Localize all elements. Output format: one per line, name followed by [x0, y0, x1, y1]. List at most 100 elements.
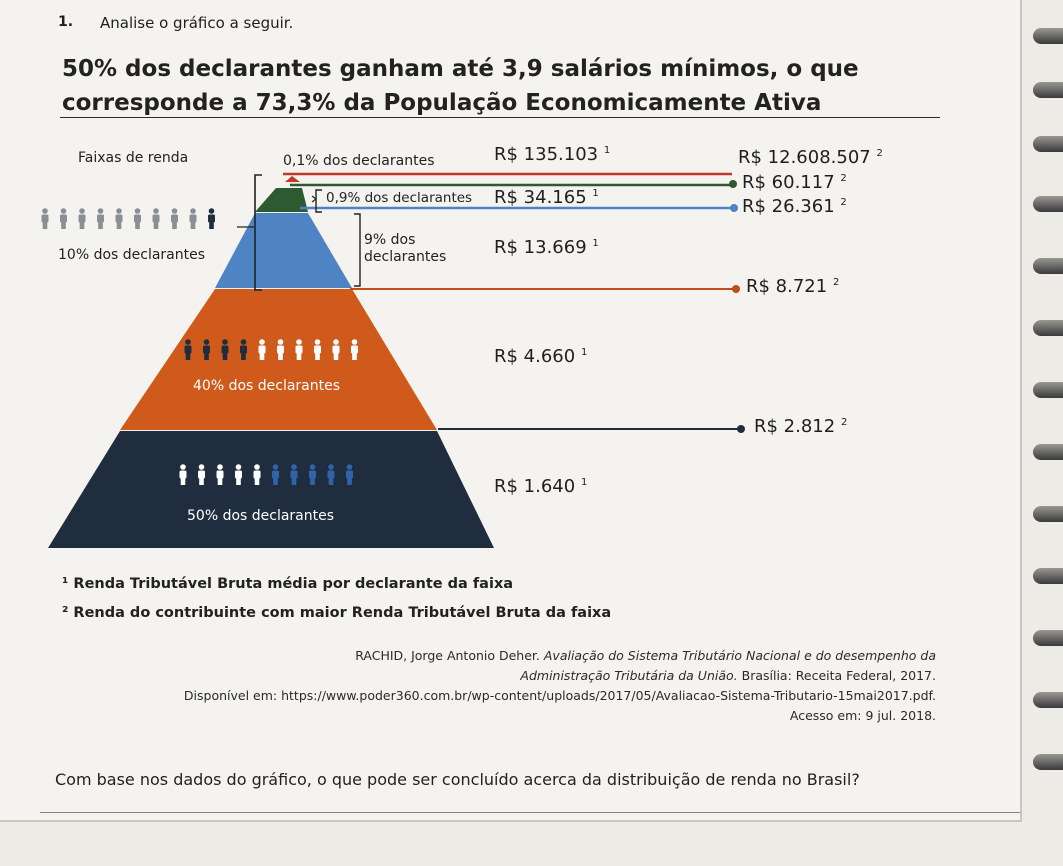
footnote-marker-2: 2 [840, 417, 848, 428]
footnote-marker-1: 1 [603, 145, 611, 156]
footnote-1: ¹ Renda Tributável Bruta média por decla… [62, 576, 514, 592]
avg-income-9: R$ 13.669 1 [494, 237, 599, 258]
dot-09 [729, 180, 737, 188]
spiral-ring [1033, 82, 1063, 98]
spiral-ring [1033, 630, 1063, 646]
person-icon [60, 208, 67, 229]
source-line1: RACHID, Jorge Antonio Deher. Avaliação d… [355, 648, 936, 663]
avg-income-50: R$ 1.640 1 [494, 476, 587, 497]
person-icon [203, 339, 210, 360]
bracket-9pct [354, 213, 361, 287]
person-icon [208, 208, 215, 229]
person-icon [290, 464, 298, 485]
label-50pct: 50% dos declarantes [187, 508, 335, 524]
label-10pct: 10% dos declarantes [58, 247, 206, 263]
spiral-ring [1033, 28, 1063, 44]
avg-income-09-value: R$ 34.165 [494, 187, 587, 208]
label-01pct: 0,1% dos declarantes [283, 153, 435, 169]
pyramid-layer-50 [48, 431, 494, 548]
source-line2: Administração Tributária da União. Brasí… [520, 668, 936, 683]
income-pyramid [41, 172, 745, 548]
footnote-marker-1: 1 [592, 238, 599, 249]
avg-income-01-value: R$ 135.103 [494, 144, 599, 165]
source-publisher: Brasília: Receita Federal, 2017. [741, 668, 936, 683]
max-income-01: R$ 12.608.507 2 [738, 147, 883, 168]
people-row-10pct [41, 208, 215, 229]
person-icon [272, 464, 279, 485]
chart-title-line2: corresponde a 73,3% da População Economi… [62, 90, 822, 116]
person-icon [309, 464, 316, 485]
source-access-date: Acesso em: 9 jul. 2018. [789, 708, 936, 723]
footnote-marker-1: 1 [580, 477, 588, 488]
max-income-09-value: R$ 60.117 [742, 172, 835, 193]
source-title-part2: Administração Tributária da União. [520, 668, 738, 683]
pyramid-layer-9 [215, 213, 352, 288]
max-income-09: R$ 60.117 2 [742, 172, 847, 193]
person-icon [189, 208, 197, 229]
dot-10 [732, 285, 740, 293]
dot-50 [737, 425, 745, 433]
max-income-10: R$ 8.721 2 [746, 276, 839, 297]
pyramid-layer-09 [255, 188, 308, 212]
avg-income-9-value: R$ 13.669 [494, 237, 587, 258]
max-income-01-value: R$ 12.608.507 [738, 147, 871, 168]
income-bands-header: Faixas de renda [78, 150, 189, 166]
worksheet-page: 1. Analise o gráfico a seguir. 50% dos d… [0, 0, 1022, 822]
question-number: 1. [58, 14, 74, 30]
bracket-10pct [254, 174, 262, 291]
max-income-9: R$ 26.361 2 [742, 196, 847, 217]
bracket-09-tip [311, 195, 317, 203]
person-icon [221, 339, 229, 360]
source-author: RACHID, Jorge Antonio Deher. [355, 648, 540, 663]
person-icon [179, 464, 187, 485]
person-icon [314, 339, 321, 360]
person-icon [295, 339, 303, 360]
person-icon [253, 464, 261, 485]
source-title-part1: Avaliação do Sistema Tributário Nacional… [543, 648, 936, 663]
people-row-40pct [184, 339, 358, 360]
title-divider [60, 117, 940, 118]
pyramid-layer-top01 [285, 176, 300, 182]
spiral-ring [1033, 692, 1063, 708]
person-icon [240, 339, 247, 360]
person-icon [184, 339, 192, 360]
person-icon [277, 339, 284, 360]
spiral-ring [1033, 506, 1063, 522]
footnote-marker-2: 2 [840, 173, 847, 184]
person-icon [346, 464, 353, 485]
person-icon [171, 208, 178, 229]
chart-title: 50% dos declarantes ganham até 3,9 salár… [62, 52, 859, 120]
bracket-09pct [315, 189, 322, 213]
label-9pct: 9% dos declarantes [364, 232, 446, 266]
person-icon [97, 208, 104, 229]
person-icon [198, 464, 205, 485]
footnote-marker-1: 1 [580, 347, 588, 358]
person-icon [235, 464, 242, 485]
avg-income-40: R$ 4.660 1 [494, 346, 587, 367]
spiral-ring [1033, 382, 1063, 398]
spiral-ring [1033, 258, 1063, 274]
spiral-ring [1033, 444, 1063, 460]
people-row-50pct [179, 464, 353, 485]
chart-title-line1: 50% dos declarantes ganham até 3,9 salár… [62, 56, 859, 82]
spiral-ring [1033, 136, 1063, 152]
person-icon [258, 339, 266, 360]
avg-income-40-value: R$ 4.660 [494, 346, 576, 367]
label-09pct: 0,9% dos declarantes [326, 190, 473, 206]
person-icon [351, 339, 358, 360]
footnote-marker-2: 2 [832, 277, 840, 288]
spiral-ring [1033, 568, 1063, 584]
footnote-marker-2: 2 [876, 148, 883, 159]
bottom-divider [40, 812, 1020, 813]
max-income-50-value: R$ 2.812 [754, 416, 836, 437]
footnote-2: ² Renda do contribuinte com maior Renda … [62, 605, 612, 621]
spiral-ring [1033, 320, 1063, 336]
dot-9 [730, 204, 738, 212]
person-icon [327, 464, 335, 485]
person-icon [78, 208, 86, 229]
avg-income-09: R$ 34.165 1 [494, 187, 599, 208]
spiral-ring [1033, 196, 1063, 212]
person-icon [152, 208, 160, 229]
label-9pct-line1: 9% dos [364, 232, 416, 248]
footnote-marker-1: 1 [592, 188, 599, 199]
